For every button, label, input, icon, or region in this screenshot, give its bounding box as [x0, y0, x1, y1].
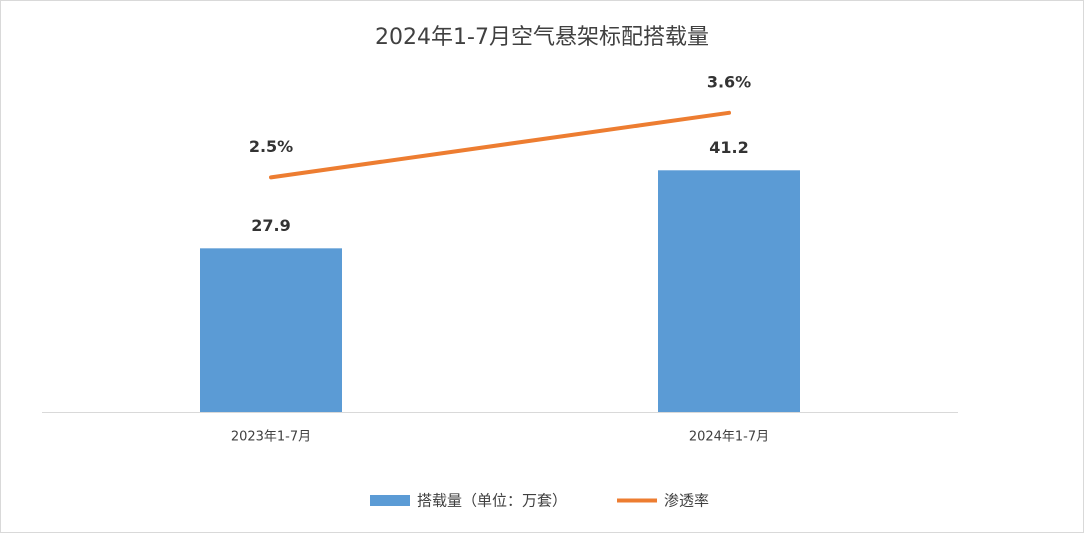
bar	[658, 170, 800, 412]
chart-title: 2024年1-7月空气悬架标配搭载量	[375, 25, 709, 50]
legend-swatch	[370, 495, 410, 506]
legend-label: 渗透率	[664, 492, 709, 510]
legend-label: 搭载量（单位：万套）	[417, 492, 567, 510]
data-label: 3.6%	[707, 72, 751, 91]
data-label: 27.9	[251, 216, 290, 235]
line	[269, 110, 731, 180]
bar	[200, 248, 342, 412]
data-label: 41.2	[709, 138, 748, 157]
x-tick-label: 2024年1-7月	[689, 430, 769, 445]
data-label: 2.5%	[249, 137, 293, 156]
x-tick-label: 2023年1-7月	[231, 430, 311, 445]
